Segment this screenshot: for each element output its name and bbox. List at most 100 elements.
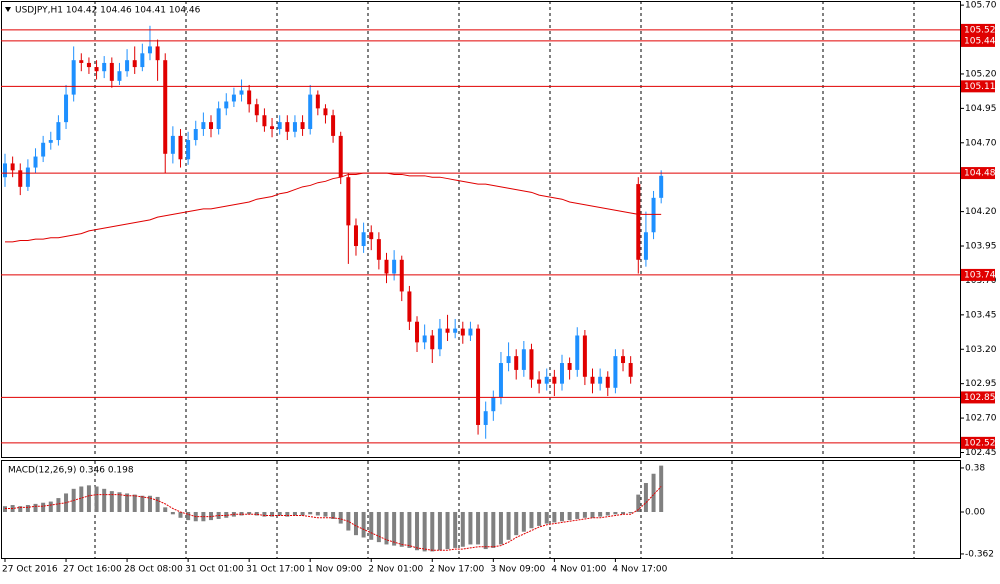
macd-bar: [537, 511, 542, 526]
candle-body: [178, 135, 183, 160]
macd-bar: [270, 511, 275, 517]
candle-body: [445, 328, 450, 333]
macd-bar: [384, 511, 389, 545]
candle-body: [224, 101, 229, 109]
candle-body: [170, 135, 175, 154]
candle-body: [598, 376, 603, 384]
candle-body: [155, 46, 160, 61]
menu-icon[interactable]: [5, 7, 11, 12]
x-tick-label: 1 Nov 09:00: [307, 565, 362, 575]
candle-body: [102, 62, 107, 72]
macd-bar: [659, 465, 664, 512]
candle-body: [18, 170, 23, 187]
x-tick-label: 4 Nov 01:00: [551, 565, 606, 575]
candle-body: [659, 175, 664, 198]
candle-body: [353, 225, 358, 247]
level-label: 102.85: [964, 393, 996, 403]
candle-body: [605, 376, 610, 388]
y-tick-label: 0.00: [965, 507, 985, 517]
macd-bar: [254, 511, 259, 516]
candle-body: [422, 335, 427, 343]
y-tick-label: 104.20: [965, 207, 997, 217]
y-tick-label: 102.95: [965, 379, 997, 389]
y-tick-label: 105.70: [965, 1, 997, 11]
candle-body: [437, 328, 442, 350]
candle-body: [10, 163, 15, 171]
macd-bar: [468, 511, 473, 545]
level-label-box: [961, 80, 995, 93]
macd-bar: [239, 511, 244, 516]
macd-panel: [1, 460, 961, 559]
x-tick-label: 31 Oct 17:00: [246, 565, 305, 575]
macd-bar: [590, 511, 595, 518]
macd-bar: [102, 488, 107, 512]
candle-body: [315, 94, 320, 109]
candle-body: [537, 379, 542, 384]
x-tick-label: 31 Oct 01:00: [185, 565, 244, 575]
macd-bar: [399, 511, 404, 547]
candle-body: [193, 129, 198, 141]
candle-body: [3, 163, 7, 178]
macd-bar: [430, 511, 435, 552]
candle-body: [56, 122, 61, 141]
candle-body: [521, 349, 526, 370]
level-label: 105.44: [964, 36, 996, 46]
y-tick-label: 0.38: [965, 463, 985, 473]
level-label: 104.48: [964, 169, 996, 179]
macd-bar: [514, 511, 519, 536]
macd-bar: [361, 511, 366, 538]
x-tick-label: 27 Oct 2016: [2, 565, 58, 575]
macd-bar: [56, 498, 61, 512]
macd-bar: [552, 511, 557, 523]
candle-body: [460, 328, 465, 336]
macd-bar: [582, 511, 587, 518]
candle-body: [430, 335, 435, 350]
macd-bar: [437, 511, 442, 551]
macd-bar: [170, 511, 175, 515]
macd-bar: [125, 493, 130, 512]
candle-body: [529, 349, 534, 380]
candle-body: [559, 363, 564, 384]
macd-bar: [392, 511, 397, 546]
y-tick-label: 103.45: [965, 310, 997, 320]
candle-body: [300, 122, 305, 130]
candle-body: [132, 60, 137, 68]
macd-bar: [186, 511, 191, 521]
macd-bar: [407, 511, 412, 548]
x-tick-label: 4 Nov 17:00: [612, 565, 667, 575]
candle-body: [48, 140, 53, 143]
macd-bar: [94, 486, 99, 512]
macd-bar: [567, 511, 572, 521]
level-label: 105.11: [964, 82, 996, 92]
candle-body: [506, 356, 511, 364]
candle-body: [25, 167, 30, 187]
level-label: 103.74: [964, 270, 996, 280]
candle-body: [590, 376, 595, 384]
macd-bar: [48, 501, 53, 512]
candle-body: [361, 232, 366, 247]
macd-bar: [3, 506, 7, 512]
macd-bar: [491, 511, 496, 548]
macd-bar: [323, 511, 328, 517]
macd-bar: [147, 495, 152, 512]
level-label: 102.52: [964, 438, 996, 448]
candle-body: [613, 356, 618, 388]
macd-title: MACD(12,26,9) 0.346 0.198: [8, 466, 134, 476]
macd-bar: [643, 483, 648, 512]
candle-body: [125, 60, 130, 72]
candle-body: [201, 122, 206, 130]
macd-bar: [460, 511, 465, 547]
chart-title: USDJPY,H1 104.42 104.46 104.41 104.46: [15, 6, 201, 16]
candle-body: [468, 328, 473, 336]
candle-body: [384, 259, 389, 274]
macd-bar: [483, 511, 488, 550]
macd-bar: [262, 511, 267, 517]
macd-bar: [628, 511, 633, 514]
macd-bar: [117, 492, 122, 512]
y-tick-label: 104.70: [965, 138, 997, 148]
macd-bar: [415, 511, 420, 551]
macd-bar: [529, 511, 534, 529]
y-tick-label: 104.95: [965, 104, 997, 114]
candle-body: [582, 335, 587, 377]
